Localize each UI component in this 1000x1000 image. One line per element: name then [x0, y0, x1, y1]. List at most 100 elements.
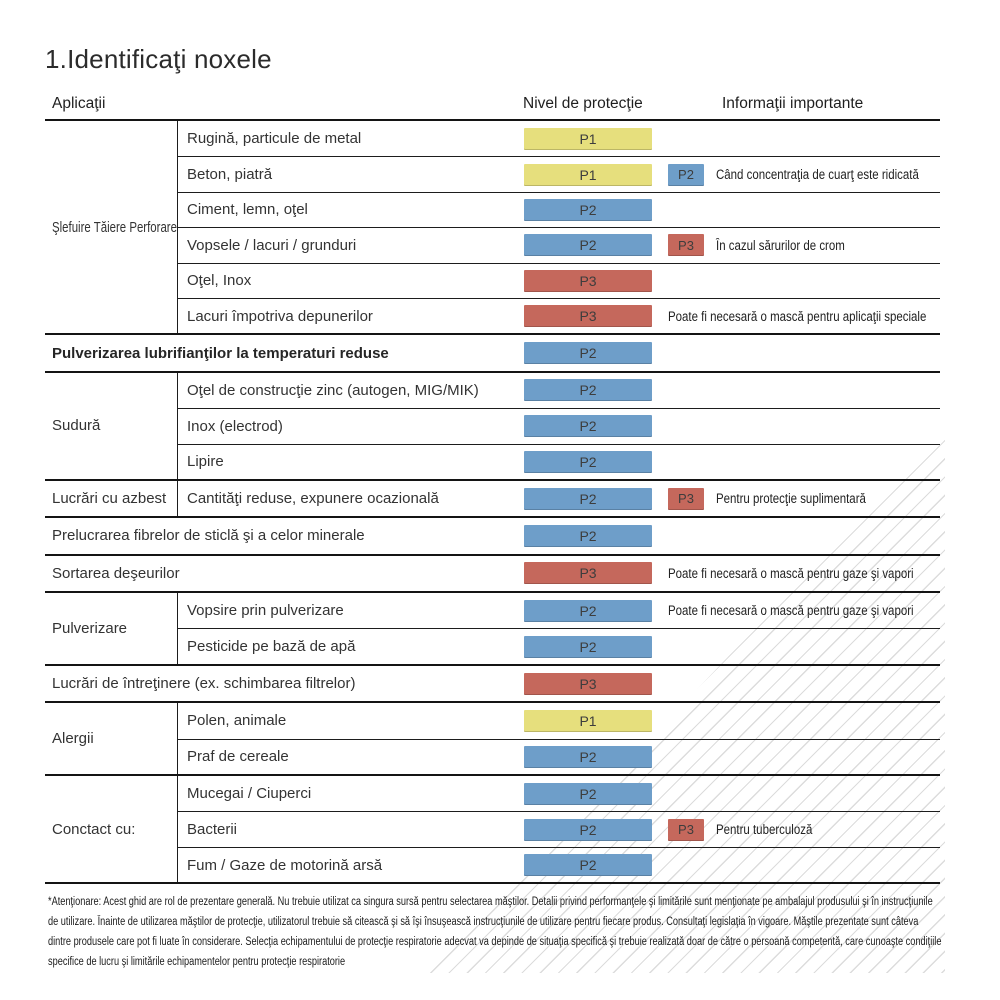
- application-label: Beton, piatră: [187, 166, 273, 184]
- group-rows: Lucrări de întreţinere (ex. schimbarea f…: [45, 666, 940, 701]
- important-info: Pentru tuberculoză: [716, 822, 813, 838]
- column-header-applications: Aplicaţii: [52, 95, 106, 112]
- protection-level-badge: P2: [524, 487, 652, 510]
- table-group: Prelucrarea fibrelor de sticlă şi a celo…: [45, 516, 940, 553]
- table-row: Lacuri împotriva depunerilor P3 Poate fi…: [178, 297, 940, 333]
- group-label: Şlefuire Tăiere Perforare: [45, 121, 178, 334]
- important-info: [668, 786, 940, 801]
- table-group: Sudură Oţel de construcţie zinc (autogen…: [45, 370, 940, 479]
- column-header-protection-level: Nivel de protecţie: [523, 95, 643, 112]
- table-group: Pulverizarea lubrifianţilor la temperatu…: [45, 333, 940, 370]
- table-group: Sortarea deşeurilor P3 Poate fi necesară…: [45, 553, 940, 591]
- table-row: Rugină, particule de metal P1: [178, 121, 940, 156]
- application-label: Lucrări de întreţinere (ex. schimbarea f…: [52, 675, 356, 693]
- important-info: [668, 713, 940, 728]
- protection-level-badge: P1: [524, 709, 652, 732]
- group-label: Lucrări cu azbest: [45, 480, 178, 517]
- group-rows: Rugină, particule de metal P1 Beton, pia…: [178, 121, 940, 333]
- table-row: Fum / Gaze de motorină arsă P2: [178, 846, 940, 882]
- table-group: Alergii Polen, animale P1 Praf de cereal…: [45, 701, 940, 775]
- application-label: Bacterii: [187, 821, 238, 839]
- protection-level-badge: P2: [524, 599, 652, 622]
- table-row: Inox (electrod) P2: [178, 408, 940, 443]
- extra-protection-level-badge: P3: [668, 818, 704, 841]
- table-row: Pulverizarea lubrifianţilor la temperatu…: [45, 335, 940, 370]
- group-rows: Pulverizarea lubrifianţilor la temperatu…: [45, 335, 940, 370]
- table-row: Praf de cereale P2: [178, 738, 940, 774]
- hazard-identification-document: 1.Identificaţi noxele Aplicaţii Nivel de…: [45, 44, 955, 968]
- footnote-line: dintre produsele care pot fi luate în co…: [48, 936, 942, 949]
- application-label: Lipire: [187, 453, 224, 471]
- group-rows: Prelucrarea fibrelor de sticlă şi a celo…: [45, 518, 940, 553]
- table-group: Pulverizare Vopsire prin pulverizare P2 …: [45, 591, 940, 664]
- application-label: Mucegai / Ciuperci: [187, 785, 312, 803]
- important-info: [668, 273, 940, 288]
- protection-level-badge: P2: [524, 198, 652, 221]
- protection-level-badge: P3: [524, 562, 652, 585]
- important-info: [668, 639, 940, 654]
- group-rows: Oţel de construcţie zinc (autogen, MIG/M…: [178, 373, 940, 479]
- table-row: Sortarea deşeurilor P3 Poate fi necesară…: [45, 556, 940, 591]
- table-row: Vopsele / lacuri / grunduri P2 P3 În caz…: [178, 227, 940, 262]
- important-info: [668, 454, 940, 469]
- protection-level-badge: P3: [524, 305, 652, 328]
- protection-level-badge: P3: [524, 672, 652, 695]
- application-label: Vopsele / lacuri / grunduri: [187, 236, 357, 254]
- protection-level-badge: P1: [524, 127, 652, 150]
- application-label: Rugină, particule de metal: [187, 130, 362, 148]
- important-info: [668, 419, 940, 434]
- group-label: Alergii: [45, 703, 178, 775]
- important-info: În cazul sărurilor de crom: [716, 237, 845, 253]
- application-label: Inox (electrod): [187, 417, 283, 435]
- table-row: Pesticide pe bază de apă P2: [178, 628, 940, 663]
- protection-level-badge: P2: [524, 782, 652, 805]
- application-label: Praf de cereale: [187, 748, 289, 766]
- important-info: Poate fi necesară o mască pentru gaze şi…: [668, 565, 914, 581]
- application-label: Pulverizarea lubrifianţilor la temperatu…: [52, 344, 389, 362]
- table-row: Prelucrarea fibrelor de sticlă şi a celo…: [45, 518, 940, 553]
- important-info: Când concentraţia de cuarţ este ridicată: [716, 167, 919, 183]
- important-info: Pentru protecţie suplimentară: [716, 491, 866, 507]
- table-row: Mucegai / Ciuperci P2: [178, 776, 940, 811]
- table-row: Oţel, Inox P3: [178, 262, 940, 298]
- protection-level-badge: P2: [524, 379, 652, 402]
- table-group: Lucrări de întreţinere (ex. schimbarea f…: [45, 663, 940, 701]
- table-group: Lucrări cu azbest Cantităţi reduse, expu…: [45, 478, 940, 517]
- table-header-row: Aplicaţii Nivel de protecţie Informaţii …: [45, 95, 955, 119]
- table-row: Bacterii P2 P3 Pentru tuberculoză: [178, 811, 940, 846]
- protection-level-badge: P1: [524, 163, 652, 186]
- group-rows: Mucegai / Ciuperci P2 Bacterii P2 P3 Pen…: [178, 776, 940, 882]
- important-info: [668, 749, 940, 764]
- important-info: Poate fi necesară o mască pentru gaze şi…: [668, 603, 914, 619]
- application-label: Vopsire prin pulverizare: [187, 602, 344, 620]
- footnote-line: *Atenţionare: Acest ghid are rol de prez…: [48, 896, 933, 909]
- table-group: Şlefuire Tăiere Perforare Rugină, partic…: [45, 119, 940, 334]
- extra-protection-level-badge: P3: [668, 234, 704, 257]
- table-row: Lucrări de întreţinere (ex. schimbarea f…: [45, 666, 940, 701]
- table-row: Vopsire prin pulverizare P2 Poate fi nec…: [178, 593, 940, 628]
- table-row: Oţel de construcţie zinc (autogen, MIG/M…: [178, 373, 940, 408]
- important-info: [668, 383, 940, 398]
- protection-level-badge: P2: [524, 818, 652, 841]
- table-body: Şlefuire Tăiere Perforare Rugină, partic…: [45, 119, 940, 885]
- extra-protection-level-badge: P3: [668, 487, 704, 510]
- group-rows: Polen, animale P1 Praf de cereale P2: [178, 703, 940, 774]
- protection-level-badge: P2: [524, 854, 652, 876]
- protection-level-badge: P2: [524, 450, 652, 473]
- protection-level-badge: P2: [524, 524, 652, 547]
- important-info: [668, 131, 940, 146]
- protection-level-badge: P2: [524, 234, 652, 257]
- table-row: Cantităţi reduse, expunere ocazională P2…: [178, 481, 940, 516]
- footnote-line: de utilizare. Înainte de utilizarea măşt…: [48, 916, 919, 929]
- application-label: Cantităţi reduse, expunere ocazională: [187, 490, 439, 508]
- protection-level-badge: P2: [524, 635, 652, 658]
- table-row: Lipire P2: [178, 443, 940, 479]
- extra-protection-level-badge: P2: [668, 163, 704, 186]
- column-header-important-info: Informaţii importante: [722, 95, 864, 112]
- table-row: Polen, animale P1: [178, 703, 940, 738]
- table-row: Beton, piatră P1 P2 Când concentraţia de…: [178, 156, 940, 191]
- protection-level-badge: P2: [524, 342, 652, 365]
- important-info: [668, 858, 940, 873]
- group-label: Conctact cu:: [45, 776, 178, 883]
- application-label: Pesticide pe bază de apă: [187, 638, 356, 656]
